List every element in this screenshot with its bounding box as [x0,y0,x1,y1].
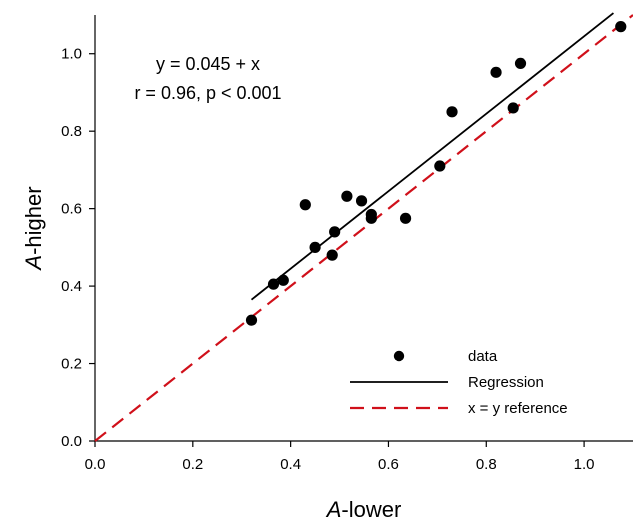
data-point [278,275,289,286]
data-point [400,213,411,224]
y-tick-label: 0.6 [61,201,82,218]
x-tick-label: 0.6 [378,456,399,473]
x-tick-label: 0.8 [476,456,497,473]
x-axis-label: A-lower [325,497,402,522]
x-axis-label-rest: -lower [341,497,401,522]
legend-label-reference: x = y reference [468,400,568,417]
legend-marker-data [394,351,404,361]
data-point [309,242,320,253]
lines-layer [95,13,633,441]
data-point [329,226,340,237]
x-tick-label: 0.4 [280,456,301,473]
legend-label-data: data [468,348,498,365]
data-point [246,315,257,326]
x-axis-label-italic: A [325,497,342,522]
x-tick-label: 1.0 [574,456,595,473]
x-tick-label: 0.0 [85,456,106,473]
data-point [508,102,519,113]
data-point [615,21,626,32]
data-point [341,191,352,202]
data-point [366,213,377,224]
y-axis-label: A-higher [21,186,46,271]
y-axis-label-rest: -higher [21,186,46,254]
data-point [268,279,279,290]
regression-equation-annotation: y = 0.045 + x [156,54,260,74]
data-point [356,195,367,206]
y-ticks: 0.0 0.2 0.4 0.6 0.8 1.0 [61,46,95,450]
correlation-annotation: r = 0.96, p < 0.001 [134,83,281,103]
y-tick-label: 0.4 [61,278,82,295]
y-tick-label: 1.0 [61,46,82,63]
y-tick-label: 0.8 [61,123,82,140]
data-point [434,160,445,171]
legend: data Regression x = y reference [350,348,568,417]
data-point [515,58,526,69]
reference-line [95,15,633,441]
y-tick-label: 0.0 [61,433,82,450]
data-point [490,67,501,78]
regression-line [252,13,614,300]
data-point [327,250,338,261]
data-point [300,199,311,210]
y-tick-label: 0.2 [61,356,82,373]
data-point [446,106,457,117]
x-tick-label: 0.2 [182,456,203,473]
x-ticks: 0.0 0.2 0.4 0.6 0.8 1.0 [85,441,595,473]
y-axis-label-italic: A [21,255,46,272]
legend-label-regression: Regression [468,374,544,391]
